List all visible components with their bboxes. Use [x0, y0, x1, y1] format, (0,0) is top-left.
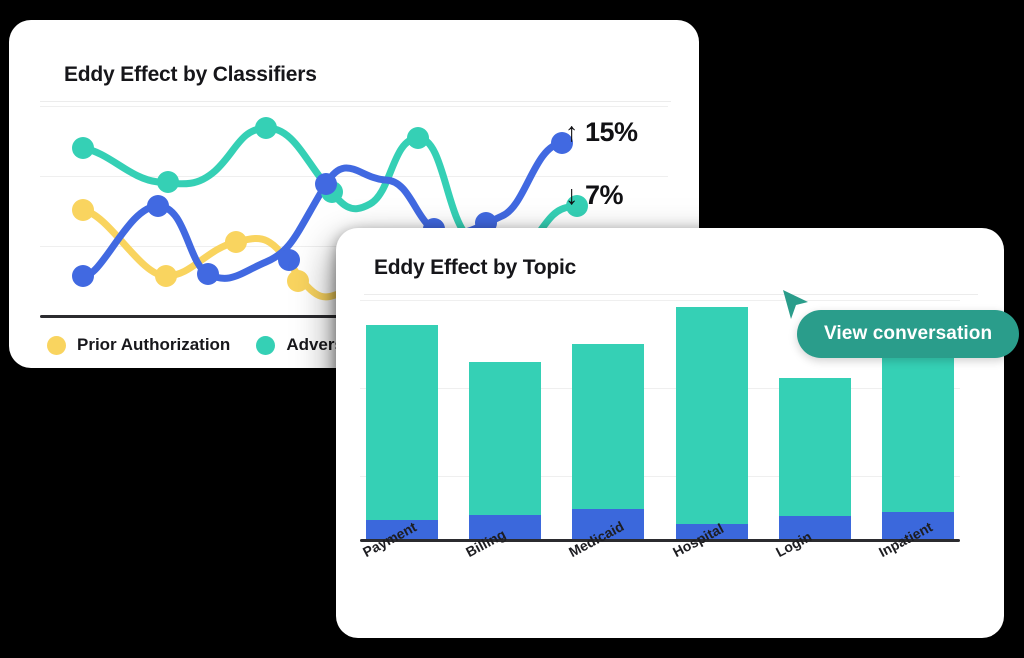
bar-medicaid[interactable]: [572, 292, 645, 542]
gridline: [40, 176, 668, 177]
legend-dot-icon: [47, 335, 66, 355]
data-point-marker: [315, 173, 337, 195]
line-chart-legend: Prior Authorization Adverse: [47, 335, 353, 355]
x-label-wrap: Login: [773, 528, 851, 580]
data-point-marker: [157, 171, 179, 193]
data-point-marker: [72, 265, 94, 287]
delta-badge-down: ↓ 7%: [565, 180, 624, 210]
bar-chart-plot-area: Payment Billing Medicaid Hospital Login …: [360, 290, 960, 580]
data-point-marker: [287, 270, 309, 292]
bar-segment-resolved: [778, 378, 851, 516]
legend-dot-icon: [256, 335, 276, 355]
bar-columns: [366, 292, 954, 542]
bar-inpatient[interactable]: [881, 292, 954, 542]
data-point-marker: [278, 249, 300, 271]
bar-segment-eddy: [366, 520, 438, 542]
delta-badge-up: ↑ 15%: [565, 117, 638, 147]
card-eddy-effect-by-topic: Eddy Effect by Topic: [336, 228, 1004, 638]
gridline: [360, 300, 960, 301]
bar-chart-gridlines: [360, 290, 960, 580]
data-point-marker: [155, 265, 177, 287]
gridline: [360, 388, 960, 389]
bar-segment-eddy: [469, 515, 542, 542]
bar-segment-eddy: [778, 516, 851, 542]
data-point-marker: [197, 263, 219, 285]
data-point-marker: [72, 199, 94, 221]
data-point-marker: [255, 117, 277, 139]
x-label-wrap: Billing: [463, 526, 541, 580]
legend-item-prior-authorization[interactable]: Prior Authorization: [47, 335, 230, 355]
data-point-marker: [566, 195, 588, 217]
bar-segment-resolved: [572, 344, 645, 509]
bar-chart-x-labels: Payment Billing Medicaid Hospital Login …: [360, 518, 954, 580]
bar-segment-eddy: [675, 524, 748, 542]
page-title: Eddy Effect by Classifiers: [64, 63, 317, 86]
bar-hospital[interactable]: [675, 292, 748, 542]
bar-segment-eddy: [881, 512, 954, 542]
line-chart-x-axis: [40, 315, 449, 318]
legend-label: Prior Authorization: [77, 335, 231, 354]
data-point-marker: [551, 132, 573, 154]
data-point-marker: [72, 137, 94, 159]
bar-segment-eddy: [572, 509, 645, 542]
bar-chart-x-axis: [360, 539, 960, 542]
bar-login[interactable]: [778, 292, 851, 542]
bar-segment-resolved: [675, 307, 748, 524]
gridline: [40, 106, 668, 107]
x-label-wrap: Medicaid: [566, 518, 644, 580]
view-conversation-button[interactable]: View conversation: [797, 310, 1020, 358]
data-point-marker: [147, 195, 169, 217]
bar-segment-resolved: [366, 325, 438, 520]
pointer-arrow-icon: [783, 290, 808, 319]
bar-payment[interactable]: [366, 292, 438, 542]
data-point-marker: [407, 127, 429, 149]
x-label-wrap: Inpatient: [876, 519, 954, 580]
page-title-topic: Eddy Effect by Topic: [374, 256, 577, 279]
title-divider: [40, 101, 671, 102]
bar-segment-resolved: [881, 352, 954, 512]
bar-billing[interactable]: [469, 292, 542, 542]
x-label-wrap: Payment: [360, 519, 438, 580]
gridline: [360, 476, 960, 477]
x-label-wrap: Hospital: [670, 520, 748, 580]
data-point-marker: [225, 231, 247, 253]
title-divider: [364, 294, 978, 295]
bar-segment-resolved: [469, 362, 542, 515]
